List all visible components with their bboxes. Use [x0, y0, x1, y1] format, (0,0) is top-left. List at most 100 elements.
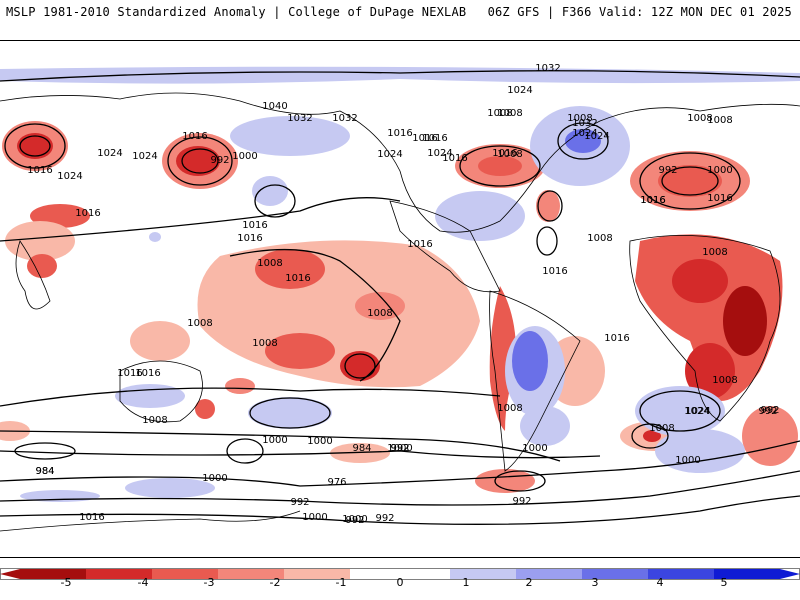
isobar-label: 1024	[572, 128, 597, 139]
isobar-label: 1000	[387, 443, 412, 454]
isobar-label: 1008	[707, 115, 732, 126]
isobar-label: 1016	[182, 131, 207, 142]
isobar-label: 1008	[702, 247, 727, 258]
colorbar-tick-label: 4	[656, 576, 664, 589]
colorbar-swatch-neg4	[86, 569, 152, 579]
anomaly-patch	[195, 399, 215, 419]
isobar-label: 1016	[75, 208, 100, 219]
colorbar-tick-label: -3	[203, 576, 215, 589]
isobar-label: 1024	[57, 171, 82, 182]
isobar-line	[537, 190, 563, 222]
anomaly-patch	[5, 221, 75, 261]
isobar-label: 1016	[407, 239, 432, 250]
colorbar-tick-label: 2	[525, 576, 533, 589]
isobar-label: 1016	[237, 233, 262, 244]
isobar-label: 1008	[567, 113, 592, 124]
colorbar-swatch-pos3	[582, 569, 648, 579]
anomaly-patch	[149, 232, 161, 242]
anomaly-patch	[17, 133, 53, 159]
anomaly-patch	[255, 249, 325, 289]
isobar-line	[229, 248, 401, 382]
isobar-line	[4, 123, 66, 169]
isobar-label: 1008	[497, 108, 522, 119]
coastline	[629, 234, 781, 422]
anomaly-patch	[655, 429, 745, 473]
positive-anomaly-shading	[0, 66, 800, 502]
colorbar-tick-label: 0	[396, 576, 404, 589]
isobar-line	[0, 495, 800, 525]
colorbar-swatch-neg2	[218, 569, 284, 579]
anomaly-patch	[536, 190, 560, 222]
isobar-line	[0, 440, 800, 487]
valid-time: 06Z GFS | F366 Valid: 12Z MON DEC 01 202…	[487, 5, 792, 19]
isobar-line	[661, 166, 719, 196]
isobar-label: 1008	[187, 318, 212, 329]
isobars	[0, 70, 800, 525]
isobar-label: 1032	[332, 113, 357, 124]
isobar-label: 1040	[262, 101, 287, 112]
anomaly-patch	[125, 478, 215, 498]
anomaly-patch	[643, 430, 661, 442]
isobar-line	[459, 145, 541, 187]
isobar-label: 1024	[97, 148, 122, 159]
isobar-label: 1016	[285, 273, 310, 284]
isobar-label: 1032	[572, 118, 597, 129]
anomaly-patch	[435, 191, 525, 241]
isobar-label: 984	[35, 466, 54, 477]
colorbar-swatch-neg3	[152, 569, 218, 579]
isobar-label: 1000	[262, 435, 287, 446]
isobar-label: 1008	[257, 258, 282, 269]
title-bar: MSLP 1981-2010 Standardized Anomaly | Co…	[0, 0, 800, 28]
isobar-line	[0, 70, 800, 82]
coastline	[0, 510, 301, 532]
anomaly-patch	[723, 286, 767, 356]
isobar-label: 1008	[367, 308, 392, 319]
anomaly-patch	[475, 469, 535, 493]
colorbar-tick-label: -2	[269, 576, 281, 589]
anomaly-patch	[512, 331, 548, 391]
isobar-label: 1016	[542, 266, 567, 277]
isobar-label: 1024	[132, 151, 157, 162]
colorbar-tick-label: 1	[462, 576, 470, 589]
colorbar-tick-label: 3	[591, 576, 599, 589]
isobar-label: 1000	[675, 455, 700, 466]
isobar-label: 984	[352, 443, 371, 454]
isobar-label: 1024	[685, 406, 710, 417]
isobar-label: 1000	[307, 436, 332, 447]
isobar-label: 984	[35, 466, 54, 477]
isobar-label: 1000	[202, 473, 227, 484]
colorbar-tick-label: -4	[137, 576, 149, 589]
coastline	[119, 360, 203, 423]
anomaly-patch	[489, 286, 516, 431]
anomaly-patch	[340, 351, 380, 381]
isobar-label: 1016	[135, 368, 160, 379]
isobar-line	[167, 136, 233, 186]
isobar-line	[254, 184, 296, 218]
isobar-label: 992	[375, 513, 394, 524]
isobar-label: 1024	[684, 406, 709, 417]
isobar-label: 1024	[377, 149, 402, 160]
isobar-line	[181, 148, 219, 174]
anomaly-map: 1032 1024 1040 1032 1032 1016 1024 1024 1024 1016…	[0, 40, 800, 558]
isobar-line	[0, 470, 800, 506]
anomaly-patch	[252, 176, 288, 206]
anomaly-patch	[635, 234, 783, 401]
anomaly-patch	[635, 386, 725, 436]
colorbar: -5 -4 -3 -2 -1 0 1 2 3 4 5	[0, 568, 800, 600]
isobar-line	[19, 135, 51, 157]
isobar-line	[0, 430, 561, 462]
isobar-label: 1016	[707, 193, 732, 204]
anomaly-patch	[115, 384, 185, 408]
anomaly-patch	[225, 378, 255, 394]
colorbar-tick-label: -5	[60, 576, 72, 589]
isobar-label: 1024	[427, 148, 452, 159]
colorbar-tick-label: -1	[335, 576, 347, 589]
isobar-label: 1008	[687, 113, 712, 124]
map-title: MSLP 1981-2010 Standardized Anomaly | Co…	[6, 5, 467, 19]
anomaly-patch	[355, 292, 405, 320]
isobar-label: 1016	[492, 148, 517, 159]
isobar-label: 1000	[342, 514, 367, 525]
isobar-label: 1016	[117, 368, 142, 379]
